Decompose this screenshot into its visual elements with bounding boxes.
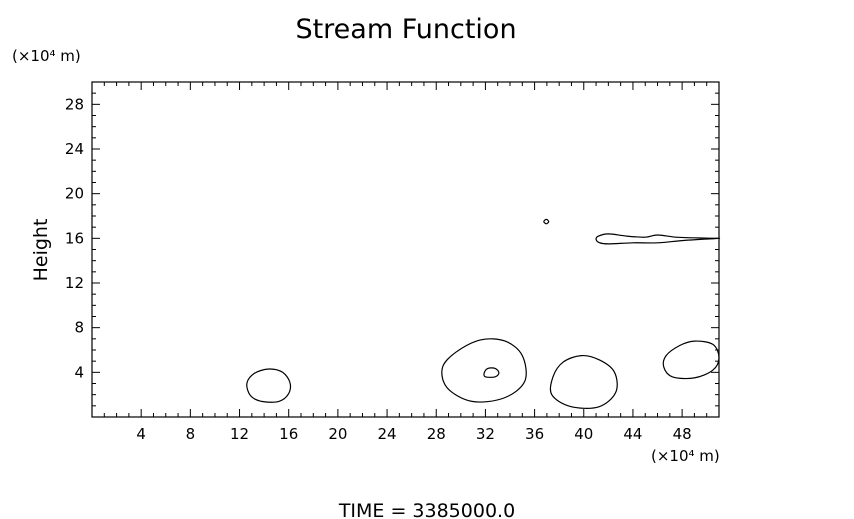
x-tick-label: 40	[574, 425, 593, 443]
x-tick-label: 16	[279, 425, 298, 443]
y-axis-label: Height	[30, 219, 52, 282]
x-tick-label: 48	[673, 425, 692, 443]
time-label: TIME = 3385000.0	[338, 500, 515, 519]
contour-line	[662, 340, 720, 380]
y-tick-label: 24	[65, 140, 84, 158]
y-axis-unit: (×10⁴ m)	[12, 47, 81, 65]
y-tick-label: 20	[65, 185, 84, 203]
x-tick-label: 24	[378, 425, 397, 443]
contour-line	[246, 368, 292, 403]
x-tick-label: 4	[136, 425, 146, 443]
contour-line	[543, 218, 550, 225]
x-tick-label: 44	[623, 425, 642, 443]
y-tick-label: 12	[65, 274, 84, 292]
contour-line	[549, 354, 618, 409]
contour-line	[595, 233, 721, 245]
x-tick-label: 12	[230, 425, 249, 443]
chart-title: Stream Function	[295, 14, 516, 45]
contour-line	[441, 338, 527, 403]
y-tick-label: 4	[74, 363, 84, 381]
y-tick-label: 28	[65, 95, 84, 113]
y-tick-label: 16	[65, 229, 84, 247]
x-tick-label: 20	[328, 425, 347, 443]
plot-frame	[91, 81, 720, 418]
x-tick-label: 28	[427, 425, 446, 443]
x-tick-label: 32	[476, 425, 495, 443]
x-axis-unit: (×10⁴ m)	[651, 447, 720, 465]
contour-lines	[246, 218, 721, 409]
contour-line	[483, 367, 500, 378]
x-tick-label: 36	[525, 425, 544, 443]
y-tick-label: 8	[74, 319, 84, 337]
x-tick-label: 8	[186, 425, 196, 443]
